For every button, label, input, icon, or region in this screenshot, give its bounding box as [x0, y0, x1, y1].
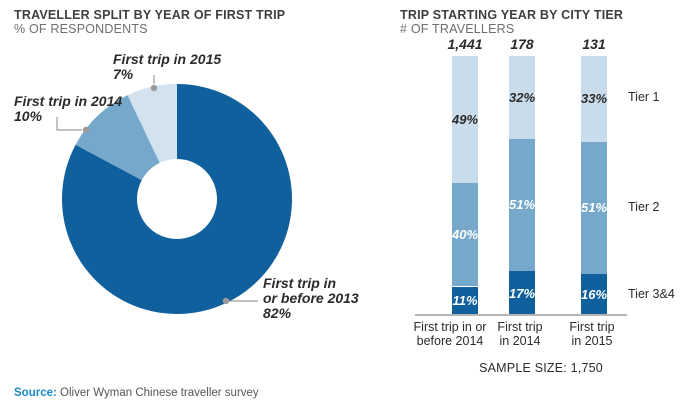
bar-category-label-2: First trip in 2015 — [569, 320, 615, 348]
donut-slices — [61, 84, 292, 314]
donut-label-2015: First trip in 2015 7% — [113, 52, 221, 82]
bar-2-pct-2: 16% — [580, 286, 608, 302]
donut-label-2014-pct: 10% — [14, 108, 43, 124]
donut-label-2015-pct: 7% — [113, 66, 134, 82]
bar-1-segment-0: 32% — [509, 56, 535, 139]
bar-1-pct-2: 17% — [508, 285, 536, 301]
tier-label-1: Tier 2 — [628, 200, 660, 214]
bar-1-pct-0: 32% — [508, 89, 536, 105]
bar-1-segment-1: 51% — [508, 138, 536, 271]
bar-2-segment-1: 51% — [580, 141, 608, 274]
donut-chart — [56, 75, 292, 314]
donut-label-2013-pct: 82% — [263, 305, 292, 321]
bar-1-segment-2: 17% — [509, 271, 535, 315]
donut-slice-1 — [75, 95, 160, 181]
source-text: Oliver Wyman Chinese traveller survey — [60, 387, 259, 399]
leader-dot-2014 — [82, 126, 90, 134]
donut-slice-2 — [127, 84, 177, 163]
tier-label-0: Tier 1 — [628, 90, 660, 104]
left-chart-subtitle: % OF RESPONDENTS — [14, 22, 148, 36]
bar-category-label-0: First trip in or before 2014 — [413, 320, 487, 348]
source-line: Source: Oliver Wyman Chinese traveller s… — [14, 387, 259, 399]
leader-dot-2013 — [222, 297, 230, 305]
sample-size-label: SAMPLE SIZE: 1,750 — [479, 361, 603, 375]
bar-total-0: 1,441 — [447, 36, 483, 52]
leader-line-2014 — [56, 117, 82, 131]
bar-0-pct-1: 40% — [451, 227, 479, 243]
bar-category-label-1: First trip in 2014 — [497, 320, 543, 348]
bar-total-2: 131 — [582, 36, 606, 52]
bar-2-segment-0: 33% — [581, 56, 607, 142]
donut-leader-lines — [56, 75, 258, 302]
bar-0-pct-0: 49% — [451, 111, 479, 127]
tier-label-2: Tier 3&4 — [628, 287, 675, 301]
bar-0-segment-2: 11% — [452, 286, 478, 315]
donut-slice-0 — [61, 84, 292, 314]
right-chart-subtitle: # OF TRAVELLERS — [400, 22, 515, 36]
leader-dot-2015 — [150, 84, 158, 92]
left-chart-title: TRAVELLER SPLIT BY YEAR OF FIRST TRIP — [14, 8, 286, 22]
donut-label-2013-text1: First trip in — [263, 275, 337, 291]
bar-2-pct-0: 33% — [580, 91, 608, 107]
bar-0-segment-0: 49% — [452, 56, 478, 183]
donut-label-2014-text: First trip in 2014 — [14, 93, 123, 109]
source-label: Source: — [14, 387, 57, 399]
donut-label-2014: First trip in 2014 10% — [14, 94, 122, 124]
bar-0-pct-2: 11% — [452, 293, 478, 309]
bar-axis-baseline — [415, 314, 627, 316]
donut-label-2015-text: First trip in 2015 — [113, 51, 222, 67]
donut-label-2013: First trip in or before 2013 82% — [263, 276, 359, 321]
donut-leader-dots — [82, 84, 230, 305]
bar-total-1: 178 — [510, 36, 534, 52]
bar-2-pct-1: 51% — [580, 200, 608, 216]
bar-0-segment-1: 40% — [451, 182, 479, 287]
right-chart-title: TRIP STARTING YEAR BY CITY TIER — [400, 8, 624, 22]
donut-label-2013-text2: or before 2013 — [263, 290, 359, 306]
bar-1-pct-1: 51% — [508, 197, 536, 213]
bar-2-segment-2: 16% — [580, 273, 608, 315]
